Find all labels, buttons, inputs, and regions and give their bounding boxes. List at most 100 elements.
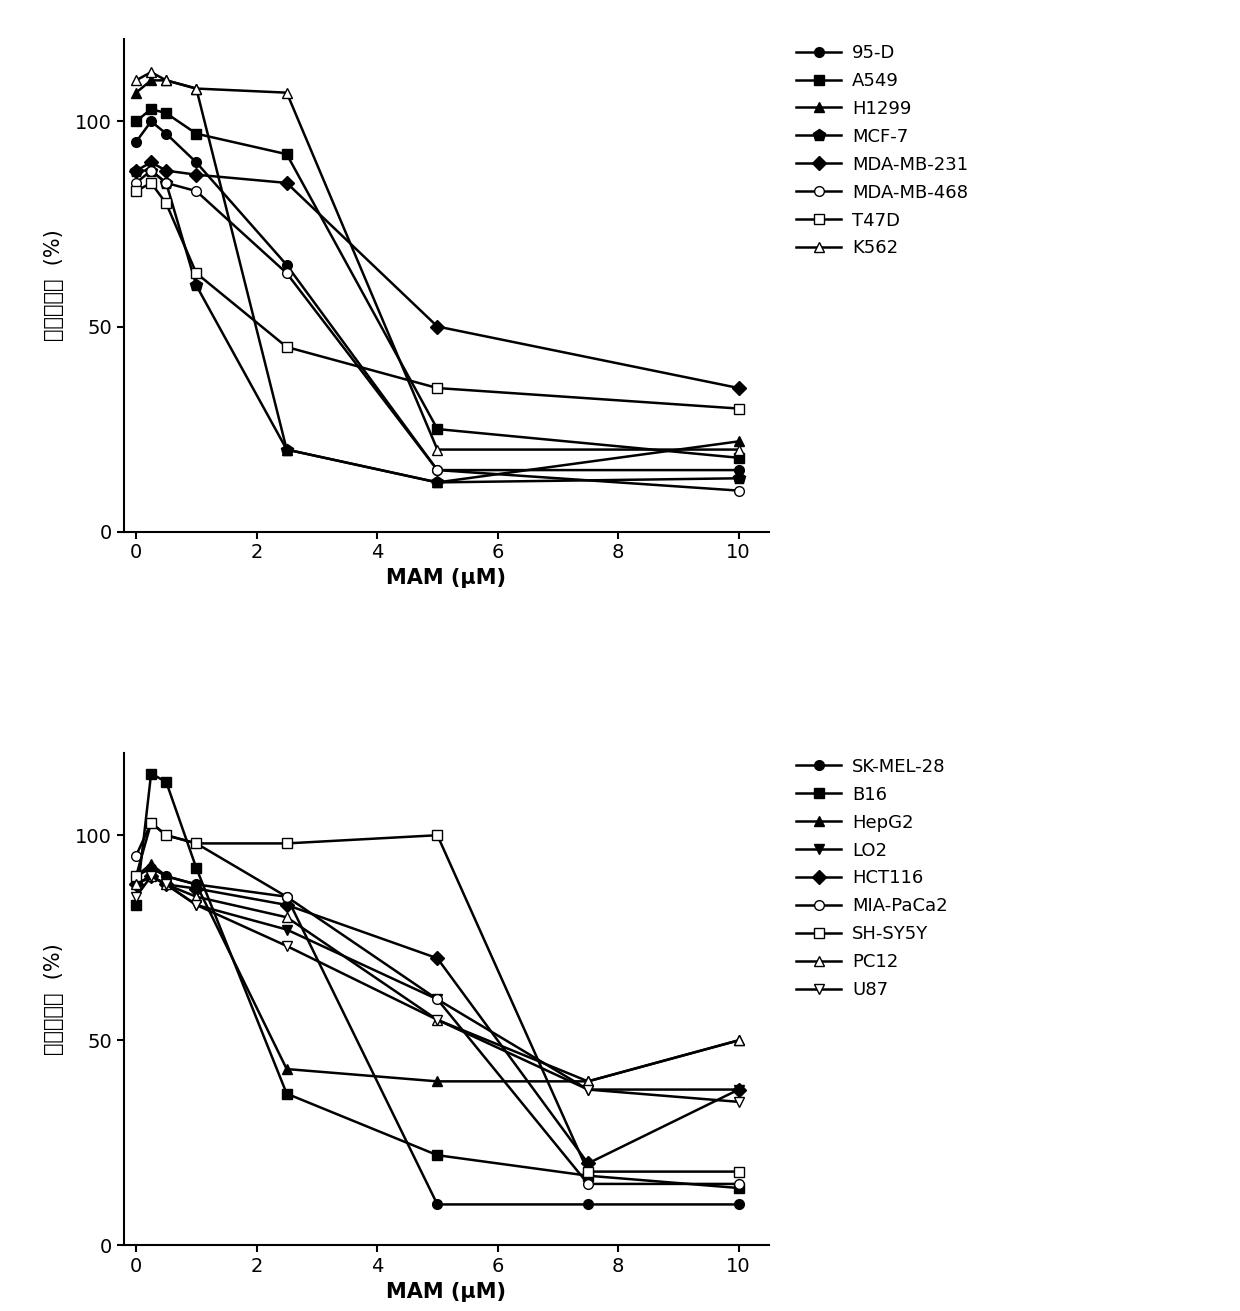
- 95-D: [188, 155, 203, 170]
- MIA-PaCa2: [188, 835, 203, 851]
- X-axis label: MAM (μM): MAM (μM): [387, 568, 506, 589]
- A549: [129, 114, 144, 130]
- HCT116: [279, 897, 294, 912]
- HCT116: [732, 1082, 746, 1097]
- PC12: [279, 910, 294, 926]
- Line: U87: U87: [131, 872, 744, 1106]
- SK-MEL-28: [732, 1197, 746, 1213]
- B16: [430, 1147, 445, 1163]
- MIA-PaCa2: [129, 848, 144, 864]
- HepG2: [188, 877, 203, 893]
- SH-SY5Y: [580, 1164, 595, 1180]
- HepG2: [430, 1074, 445, 1089]
- Line: MDA-MB-231: MDA-MB-231: [131, 157, 744, 393]
- K562: [188, 81, 203, 97]
- SH-SY5Y: [144, 815, 159, 831]
- B16: [144, 766, 159, 781]
- HepG2: [159, 868, 174, 884]
- HCT116: [430, 950, 445, 966]
- 95-D: [144, 114, 159, 130]
- A549: [430, 421, 445, 437]
- Y-axis label: 细胞存活率  (%): 细胞存活率 (%): [45, 229, 64, 341]
- MCF-7: [129, 163, 144, 178]
- LO2: [144, 868, 159, 884]
- B16: [159, 773, 174, 789]
- Line: B16: B16: [131, 768, 744, 1193]
- 95-D: [732, 463, 746, 479]
- MIA-PaCa2: [144, 815, 159, 831]
- PC12: [580, 1074, 595, 1089]
- 95-D: [129, 134, 144, 149]
- SH-SY5Y: [732, 1164, 746, 1180]
- A549: [732, 450, 746, 465]
- K562: [732, 442, 746, 458]
- B16: [580, 1168, 595, 1184]
- Line: MCF-7: MCF-7: [130, 164, 745, 489]
- U87: [430, 1012, 445, 1028]
- Line: H1299: H1299: [131, 76, 744, 488]
- Legend: 95-D, A549, H1299, MCF-7, MDA-MB-231, MDA-MB-468, T47D, K562: 95-D, A549, H1299, MCF-7, MDA-MB-231, MD…: [791, 38, 973, 264]
- 95-D: [430, 463, 445, 479]
- MDA-MB-468: [732, 482, 746, 498]
- 95-D: [159, 126, 174, 142]
- Line: HCT116: HCT116: [131, 872, 744, 1168]
- MDA-MB-468: [279, 265, 294, 281]
- T47D: [279, 340, 294, 355]
- HCT116: [159, 877, 174, 893]
- Line: K562: K562: [131, 67, 744, 455]
- LO2: [279, 922, 294, 937]
- K562: [159, 72, 174, 88]
- HCT116: [580, 1155, 595, 1171]
- Line: LO2: LO2: [131, 872, 744, 1095]
- Line: MDA-MB-468: MDA-MB-468: [131, 165, 744, 496]
- K562: [144, 64, 159, 80]
- SH-SY5Y: [430, 827, 445, 843]
- U87: [129, 889, 144, 905]
- SH-SY5Y: [279, 835, 294, 851]
- LO2: [732, 1082, 746, 1097]
- MIA-PaCa2: [159, 827, 174, 843]
- A549: [188, 126, 203, 142]
- SK-MEL-28: [279, 889, 294, 905]
- MDA-MB-468: [159, 176, 174, 191]
- T47D: [188, 265, 203, 281]
- MDA-MB-231: [732, 380, 746, 396]
- T47D: [129, 184, 144, 199]
- PC12: [159, 877, 174, 893]
- Line: A549: A549: [131, 104, 744, 463]
- MCF-7: [159, 176, 174, 191]
- X-axis label: MAM (μM): MAM (μM): [387, 1282, 506, 1302]
- HepG2: [144, 856, 159, 872]
- U87: [580, 1082, 595, 1097]
- PC12: [732, 1033, 746, 1049]
- U87: [188, 897, 203, 912]
- H1299: [129, 85, 144, 101]
- MCF-7: [430, 475, 445, 490]
- SK-MEL-28: [129, 868, 144, 884]
- HepG2: [580, 1074, 595, 1089]
- PC12: [129, 877, 144, 893]
- SK-MEL-28: [430, 1197, 445, 1213]
- 95-D: [279, 257, 294, 273]
- B16: [732, 1180, 746, 1196]
- LO2: [159, 877, 174, 893]
- PC12: [188, 889, 203, 905]
- MIA-PaCa2: [732, 1176, 746, 1192]
- SH-SY5Y: [188, 835, 203, 851]
- LO2: [129, 877, 144, 893]
- T47D: [159, 195, 174, 211]
- H1299: [430, 475, 445, 490]
- B16: [279, 1086, 294, 1101]
- A549: [144, 101, 159, 117]
- K562: [430, 442, 445, 458]
- LO2: [430, 991, 445, 1007]
- T47D: [732, 401, 746, 417]
- U87: [144, 868, 159, 884]
- HepG2: [279, 1061, 294, 1076]
- Line: SH-SY5Y: SH-SY5Y: [131, 818, 744, 1176]
- HCT116: [144, 868, 159, 884]
- A549: [279, 147, 294, 163]
- Line: 95-D: 95-D: [131, 117, 744, 475]
- LO2: [188, 897, 203, 912]
- T47D: [430, 380, 445, 396]
